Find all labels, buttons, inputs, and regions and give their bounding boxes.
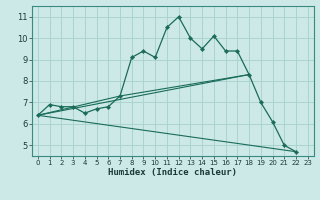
- X-axis label: Humidex (Indice chaleur): Humidex (Indice chaleur): [108, 168, 237, 177]
